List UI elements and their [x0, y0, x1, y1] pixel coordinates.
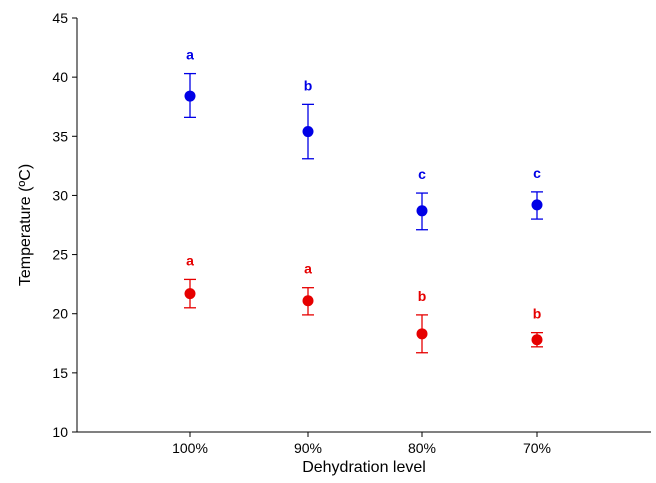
- data-point: [302, 295, 314, 307]
- significance-label: c: [418, 166, 426, 182]
- series-2: a a b b: [184, 252, 543, 354]
- significance-label: b: [418, 288, 427, 304]
- significance-label: a: [304, 261, 312, 277]
- x-tick-label: 100%: [172, 440, 208, 456]
- x-axis-title: Dehydration level: [302, 459, 426, 476]
- y-tick-label: 15: [52, 365, 68, 381]
- axes: [76, 18, 651, 433]
- y-tick-label: 40: [52, 69, 68, 85]
- y-tick-label: 20: [52, 306, 68, 322]
- y-ticks: 10 15 20 25 30 35 40 45: [52, 10, 77, 440]
- significance-label: b: [533, 306, 542, 322]
- data-point: [531, 334, 543, 346]
- data-point: [302, 126, 314, 138]
- data-point: [184, 90, 196, 102]
- significance-label: b: [304, 77, 313, 93]
- data-point: [416, 328, 428, 340]
- x-tick-label: 80%: [408, 440, 436, 456]
- y-tick-label: 30: [52, 187, 68, 203]
- data-marks: a b c c a a b b: [184, 47, 543, 354]
- significance-label: c: [533, 165, 541, 181]
- y-tick-label: 25: [52, 247, 68, 263]
- data-point: [416, 205, 428, 217]
- x-tick-label: 70%: [523, 440, 551, 456]
- data-point: [184, 288, 196, 300]
- y-axis-title: Temperature (ºC): [17, 164, 34, 286]
- x-ticks: 100% 90% 80% 70%: [172, 432, 551, 456]
- data-point: [531, 199, 543, 211]
- series-1: a b c c: [184, 47, 543, 231]
- y-tick-label: 10: [52, 424, 68, 440]
- significance-label: a: [186, 47, 194, 63]
- x-tick-label: 90%: [294, 440, 322, 456]
- y-tick-label: 35: [52, 128, 68, 144]
- y-tick-label: 45: [52, 10, 68, 26]
- significance-label: a: [186, 252, 194, 268]
